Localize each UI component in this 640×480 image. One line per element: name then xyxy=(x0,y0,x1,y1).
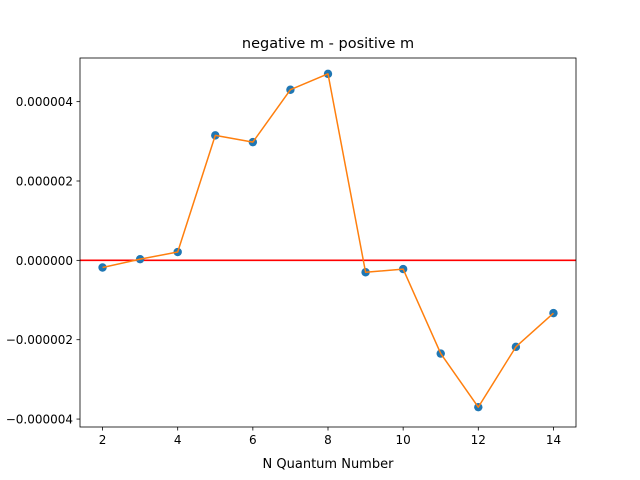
x-tick-label-0: 2 xyxy=(99,433,107,447)
y-tick-label-4: 0.000004 xyxy=(16,95,73,109)
chart-title: negative m - positive m xyxy=(242,36,414,52)
x-tick-label-5: 12 xyxy=(471,433,486,447)
x-tick-label-1: 4 xyxy=(174,433,182,447)
y-tick-label-2: 0.000000 xyxy=(16,254,73,268)
series-line xyxy=(102,73,554,408)
y-tick-label-3: 0.000002 xyxy=(16,175,73,189)
y-tick-label-1: −0.000002 xyxy=(6,333,73,347)
y-tick-label-0: −0.000004 xyxy=(6,413,73,427)
plot-area: 2 4 6 8 10 12 14 −0.000004 −0.000002 0.000000 0.00… xyxy=(6,57,577,447)
x-tick-label-4: 10 xyxy=(396,433,411,447)
x-tick-label-3: 8 xyxy=(324,433,332,447)
axes-frame xyxy=(79,57,577,428)
x-tick-label-2: 6 xyxy=(249,433,257,447)
x-tick-label-6: 14 xyxy=(546,433,561,447)
x-axis-title: N Quantum Number xyxy=(263,457,395,472)
data-point-0 xyxy=(98,263,107,272)
